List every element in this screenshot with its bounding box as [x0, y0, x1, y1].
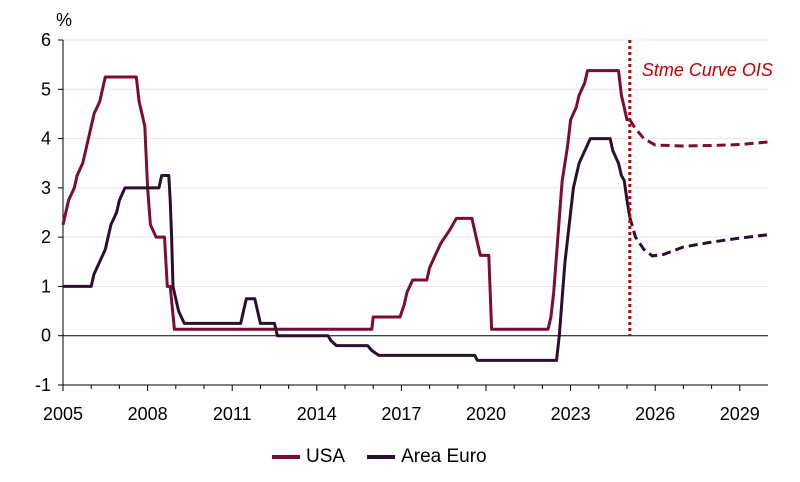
- annotation: Stme Curve OIS: [628, 40, 773, 335]
- y-tick-label: 0: [41, 326, 51, 346]
- y-tick-label: 3: [41, 178, 51, 198]
- legend-label-usa: USA: [306, 446, 346, 467]
- x-tick-label: 2029: [720, 404, 760, 424]
- legend-item-area-euro: Area Euro: [367, 446, 487, 468]
- x-tick-label: 2008: [128, 404, 168, 424]
- forecast-line-usa: [628, 118, 769, 148]
- y-unit-label: %: [56, 10, 72, 30]
- series-line-area-euro: [63, 137, 632, 362]
- y-tick-label: 1: [41, 276, 51, 296]
- y-tick-labels: -1 0 1 2 3 4 5 6: [35, 30, 51, 395]
- x-tick-label: 2017: [381, 404, 421, 424]
- legend-label-area-euro: Area Euro: [401, 446, 487, 467]
- x-tick-label: 2014: [297, 404, 337, 424]
- y-tick-label: -1: [35, 375, 51, 395]
- legend-swatch-usa: [272, 455, 300, 459]
- legend-swatch-area-euro: [367, 455, 396, 459]
- legend: USA Area Euro: [272, 446, 487, 468]
- x-tick-label: 2020: [466, 404, 506, 424]
- annotation-label: Stme Curve OIS: [642, 60, 773, 80]
- y-tick-label: 2: [41, 227, 51, 247]
- gridlines: [63, 39, 768, 287]
- x-tick-label: 2005: [43, 404, 83, 424]
- forecast-line-area-euro: [628, 216, 769, 258]
- y-tick-label: 4: [41, 129, 51, 149]
- axes: [58, 39, 768, 391]
- series-line-usa: [61, 69, 630, 331]
- x-tick-labels: 2005 2008 2011 2014 2017 2020 2023 2026 2029: [43, 404, 760, 424]
- y-tick-label: 6: [41, 30, 51, 50]
- series-lines: [61, 69, 769, 362]
- x-tick-label: 2023: [551, 404, 591, 424]
- x-tick-label: 2026: [635, 404, 675, 424]
- x-tick-label: 2011: [213, 404, 252, 424]
- y-tick-label: 5: [41, 79, 51, 99]
- legend-item-usa: USA: [272, 446, 345, 468]
